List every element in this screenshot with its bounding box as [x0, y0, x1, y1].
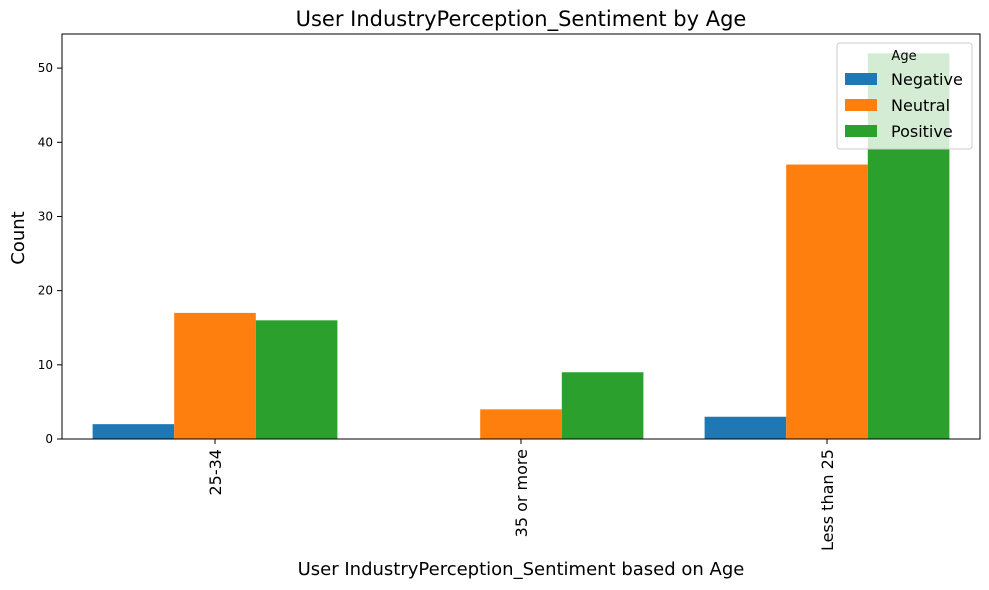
y-axis-ticks: 0 10 20 30 40 50	[38, 61, 62, 446]
legend-label-positive: Positive	[891, 122, 953, 141]
x-tick-label: Less than 25	[818, 449, 837, 551]
x-tick-label: 25-34	[206, 449, 225, 496]
legend-box	[836, 42, 973, 150]
x-tick-label: 35 or more	[512, 449, 531, 537]
legend-swatch-neutral	[845, 99, 877, 111]
y-tick-label: 20	[38, 284, 53, 298]
y-tick-label: 50	[38, 61, 53, 75]
bar-neutral-1	[480, 409, 562, 439]
legend: Age Negative Neutral Positive	[836, 42, 973, 150]
legend-swatch-positive	[845, 125, 877, 137]
bar-neutral-0	[174, 312, 256, 439]
y-tick-label: 10	[38, 358, 53, 372]
legend-title: Age	[891, 49, 916, 64]
bar-positive-0	[255, 320, 338, 439]
bar-positive-1	[561, 372, 644, 439]
chart-title: User IndustryPerception_Sentiment by Age	[296, 7, 747, 32]
y-tick-label: 40	[38, 135, 53, 149]
x-axis-label: User IndustryPerception_Sentiment based …	[298, 559, 745, 580]
y-tick-label: 0	[45, 432, 53, 446]
y-tick-label: 30	[38, 209, 53, 223]
bar-negative-2	[704, 416, 787, 439]
x-axis-ticks: 25-34 35 or more Less than 25	[206, 439, 837, 551]
y-axis-label: Count	[8, 211, 29, 264]
bar-neutral-2	[786, 164, 868, 440]
bars-group	[92, 53, 950, 440]
legend-label-negative: Negative	[891, 70, 963, 89]
legend-swatch-negative	[845, 73, 877, 85]
bar-negative-0	[92, 424, 175, 439]
legend-label-neutral: Neutral	[891, 96, 950, 115]
